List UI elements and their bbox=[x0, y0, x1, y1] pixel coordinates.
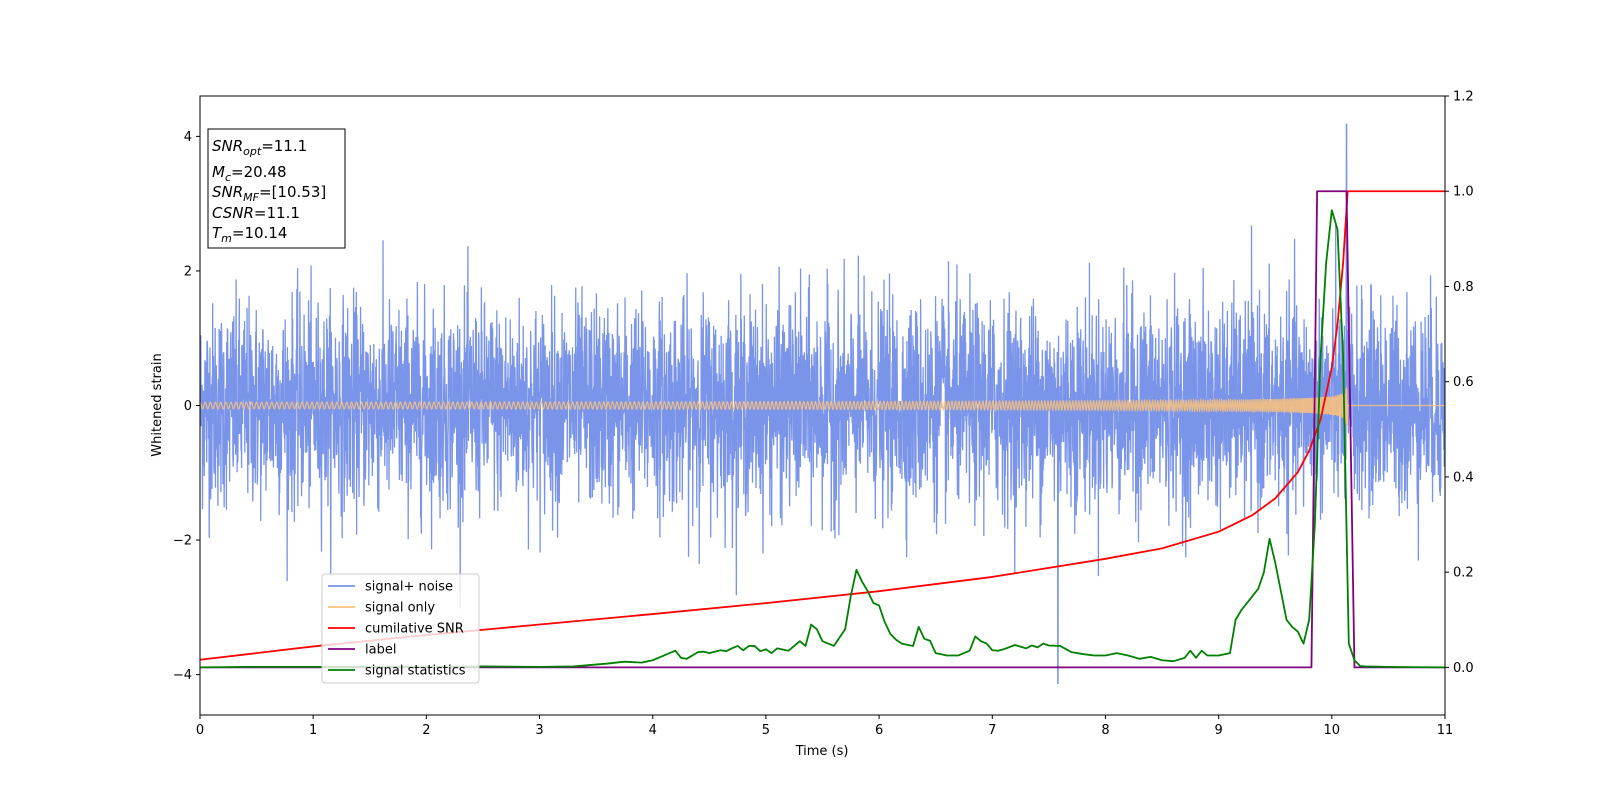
x-tick-label: 2 bbox=[422, 723, 430, 738]
y-left-tick-label: −2 bbox=[173, 534, 192, 549]
y-left-tick-label: −4 bbox=[173, 668, 192, 683]
legend-label: signal+ noise bbox=[365, 580, 453, 595]
annotation-frame bbox=[207, 128, 346, 249]
y-right-tick-label: 1.0 bbox=[1453, 185, 1474, 200]
x-tick-label: 11 bbox=[1437, 723, 1454, 738]
annotation-mc: Mc=20.48 bbox=[212, 163, 287, 184]
annotation-csnr: CSNR=11.1 bbox=[212, 204, 300, 222]
x-tick-label: 5 bbox=[762, 723, 770, 738]
y-right-tick-label: 0.4 bbox=[1453, 470, 1474, 485]
legend-frame bbox=[321, 573, 480, 684]
x-tick-label: 0 bbox=[196, 723, 204, 738]
legend-label: cumilative SNR bbox=[365, 622, 464, 637]
series-signal-statistics-line bbox=[200, 209, 1445, 669]
x-tick-label: 8 bbox=[1101, 723, 1109, 738]
x-tick-label: 3 bbox=[535, 723, 543, 738]
annotation-box: SNRopt=11.1 Mc=20.48SNRMF=[10.53]CSNR=11.… bbox=[207, 128, 346, 249]
legend-label: signal only bbox=[365, 601, 435, 616]
y-right-tick-label: 0.2 bbox=[1453, 566, 1474, 581]
y-left-tick-label: 2 bbox=[184, 264, 192, 279]
legend: signal+ noise signal only cumilative SNR la… bbox=[321, 573, 480, 684]
x-axis-label: Time (s) bbox=[795, 744, 849, 759]
y-right-tick-label: 0.8 bbox=[1453, 280, 1474, 295]
y-right-tick-label: 0.0 bbox=[1453, 661, 1474, 676]
x-tick-label: 7 bbox=[988, 723, 996, 738]
x-tick-label: 9 bbox=[1214, 723, 1222, 738]
legend-label: signal statistics bbox=[365, 664, 466, 679]
y-left-tick-label: 4 bbox=[184, 130, 192, 145]
y-right-tick-label: 1.2 bbox=[1453, 90, 1474, 105]
x-tick-label: 1 bbox=[309, 723, 317, 738]
annotation-snr-mf: SNRMF=[10.53] bbox=[212, 183, 326, 204]
y-left-tick-label: 0 bbox=[184, 399, 192, 414]
legend-label: label bbox=[365, 643, 396, 658]
y-axis-label: Whitened strain bbox=[150, 353, 165, 456]
axes: 0 1 2 3 4 5 6 7 8 9 10 11 −4 −2 0 2 4 0.0 0.2 0.4 0.6 0.8 1.0 1… bbox=[173, 90, 1474, 739]
series-signal-only-line bbox=[200, 387, 1445, 426]
x-tick-label: 4 bbox=[649, 723, 657, 738]
x-tick-label: 6 bbox=[875, 723, 883, 738]
annotation-snr-opt: SNRopt=11.1 bbox=[212, 137, 307, 158]
plot-area bbox=[200, 123, 1445, 685]
y-right-tick-label: 0.6 bbox=[1453, 375, 1474, 390]
annotation-tm: Tm=10.14 bbox=[212, 224, 287, 245]
x-tick-label: 10 bbox=[1324, 723, 1341, 738]
